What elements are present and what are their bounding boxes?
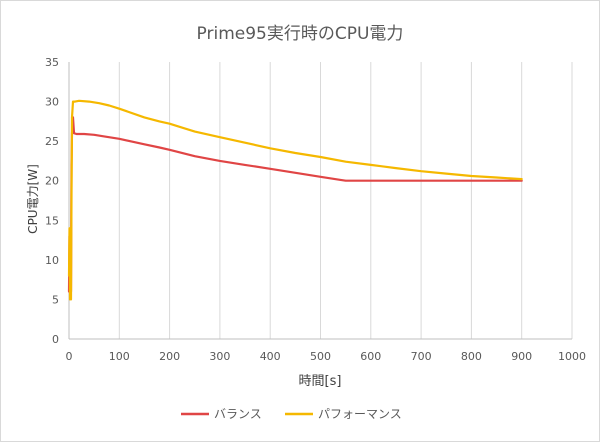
legend: バランス パフォーマンス bbox=[181, 407, 402, 421]
y-axis-label: CPU電力[W] bbox=[26, 164, 40, 234]
x-tick-label-700: 700 bbox=[411, 350, 432, 363]
y-tick-label-5: 5 bbox=[52, 293, 59, 306]
chart-title: Prime95実行時のCPU電力 bbox=[197, 24, 404, 44]
series-lines bbox=[67, 99, 523, 301]
x-tick-label-0: 0 bbox=[66, 350, 73, 363]
x-tick-label-200: 200 bbox=[159, 350, 180, 363]
series-line-1 bbox=[67, 116, 523, 293]
x-tick-label-600: 600 bbox=[360, 350, 381, 363]
x-tick-label-500: 500 bbox=[310, 350, 331, 363]
y-tick-label-0: 0 bbox=[52, 333, 59, 346]
x-tick-label-400: 400 bbox=[260, 350, 281, 363]
x-tick-label-900: 900 bbox=[511, 350, 532, 363]
legend-label-2: パフォーマンス bbox=[318, 407, 402, 421]
y-tick-label-10: 10 bbox=[45, 254, 59, 267]
x-axis-label: 時間[s] bbox=[299, 374, 342, 389]
grid-lines bbox=[118, 62, 573, 339]
y-tick-label-20: 20 bbox=[45, 175, 59, 188]
x-tick-label-100: 100 bbox=[109, 350, 130, 363]
y-tick-label-30: 30 bbox=[45, 96, 59, 109]
x-tick-labels: 0 100 200 300 400 500 600 700 800 900 1000 bbox=[66, 350, 587, 363]
y-tick-label-15: 15 bbox=[45, 214, 59, 227]
series-line-2 bbox=[67, 99, 523, 301]
y-tick-label-25: 25 bbox=[45, 135, 59, 148]
legend-label-1: バランス bbox=[214, 407, 262, 421]
y-tick-labels: 0 5 10 15 20 25 30 35 bbox=[45, 56, 59, 346]
x-tick-label-1000: 1000 bbox=[558, 350, 586, 363]
x-tick-label-300: 300 bbox=[209, 350, 230, 363]
y-tick-label-35: 35 bbox=[45, 56, 59, 69]
x-tick-label-800: 800 bbox=[461, 350, 482, 363]
